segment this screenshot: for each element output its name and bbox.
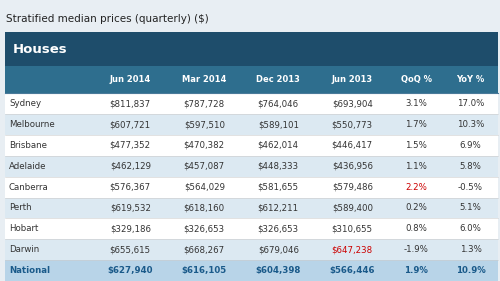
Text: $655,615: $655,615 xyxy=(110,245,151,254)
Text: Hobart: Hobart xyxy=(9,224,38,233)
Text: YoY %: YoY % xyxy=(456,75,484,84)
Text: Perth: Perth xyxy=(9,203,32,212)
Text: $436,956: $436,956 xyxy=(332,162,373,171)
Bar xyxy=(5,260,498,281)
Text: $607,721: $607,721 xyxy=(110,120,151,129)
Text: $326,653: $326,653 xyxy=(184,224,225,233)
Text: $462,129: $462,129 xyxy=(110,162,151,171)
Text: $597,510: $597,510 xyxy=(184,120,225,129)
Text: $564,029: $564,029 xyxy=(184,183,225,192)
Text: $616,105: $616,105 xyxy=(182,266,227,275)
Text: $693,904: $693,904 xyxy=(332,99,372,108)
Bar xyxy=(5,93,498,114)
Text: $477,352: $477,352 xyxy=(110,141,151,150)
Text: $627,940: $627,940 xyxy=(108,266,153,275)
Text: -0.5%: -0.5% xyxy=(458,183,483,192)
Text: $462,014: $462,014 xyxy=(258,141,299,150)
Text: 10.9%: 10.9% xyxy=(456,266,486,275)
Text: Darwin: Darwin xyxy=(9,245,39,254)
Bar xyxy=(5,66,498,93)
Text: $310,655: $310,655 xyxy=(332,224,373,233)
Bar xyxy=(5,32,498,66)
Text: 1.1%: 1.1% xyxy=(406,162,427,171)
Text: Stratified median prices (quarterly) ($): Stratified median prices (quarterly) ($) xyxy=(6,14,209,24)
Text: 0.2%: 0.2% xyxy=(406,203,427,212)
Text: 0.8%: 0.8% xyxy=(406,224,427,233)
Text: 1.7%: 1.7% xyxy=(406,120,427,129)
Text: 17.0%: 17.0% xyxy=(457,99,484,108)
Text: Mar 2014: Mar 2014 xyxy=(182,75,226,84)
Text: 6.0%: 6.0% xyxy=(460,224,481,233)
Text: 5.8%: 5.8% xyxy=(460,162,481,171)
Text: Jun 2013: Jun 2013 xyxy=(332,75,373,84)
Text: $787,728: $787,728 xyxy=(184,99,225,108)
Text: $457,087: $457,087 xyxy=(184,162,225,171)
Text: Jun 2014: Jun 2014 xyxy=(110,75,151,84)
Text: 1.5%: 1.5% xyxy=(406,141,427,150)
Bar xyxy=(5,177,498,198)
Text: 6.9%: 6.9% xyxy=(460,141,481,150)
Text: Melbourne: Melbourne xyxy=(9,120,54,129)
Bar xyxy=(5,198,498,218)
Text: $811,837: $811,837 xyxy=(110,99,151,108)
Text: $589,101: $589,101 xyxy=(258,120,299,129)
Text: $619,532: $619,532 xyxy=(110,203,151,212)
Bar xyxy=(5,135,498,156)
Text: $764,046: $764,046 xyxy=(258,99,299,108)
Bar xyxy=(5,239,498,260)
Bar xyxy=(5,114,498,135)
Text: 2.2%: 2.2% xyxy=(406,183,427,192)
Text: 1.9%: 1.9% xyxy=(404,266,428,275)
Text: $446,417: $446,417 xyxy=(332,141,373,150)
Bar xyxy=(5,156,498,177)
Text: 5.1%: 5.1% xyxy=(460,203,481,212)
Text: 3.1%: 3.1% xyxy=(406,99,427,108)
Text: 10.3%: 10.3% xyxy=(457,120,484,129)
Text: $566,446: $566,446 xyxy=(330,266,375,275)
Text: $470,382: $470,382 xyxy=(184,141,225,150)
Text: $647,238: $647,238 xyxy=(332,245,373,254)
Text: -1.9%: -1.9% xyxy=(404,245,429,254)
Text: $329,186: $329,186 xyxy=(110,224,151,233)
Text: Brisbane: Brisbane xyxy=(9,141,47,150)
Text: $576,367: $576,367 xyxy=(110,183,151,192)
Text: Adelaide: Adelaide xyxy=(9,162,46,171)
Text: $581,655: $581,655 xyxy=(258,183,299,192)
Text: $589,400: $589,400 xyxy=(332,203,373,212)
Text: $618,160: $618,160 xyxy=(184,203,225,212)
Text: National: National xyxy=(9,266,50,275)
Text: $604,398: $604,398 xyxy=(256,266,301,275)
Text: $579,486: $579,486 xyxy=(332,183,373,192)
Text: 1.3%: 1.3% xyxy=(460,245,481,254)
Text: $668,267: $668,267 xyxy=(184,245,225,254)
Text: Dec 2013: Dec 2013 xyxy=(256,75,300,84)
Text: $326,653: $326,653 xyxy=(258,224,299,233)
Text: Houses: Houses xyxy=(12,43,67,56)
Text: $448,333: $448,333 xyxy=(258,162,299,171)
Text: Sydney: Sydney xyxy=(9,99,41,108)
Text: $612,211: $612,211 xyxy=(258,203,299,212)
Text: Canberra: Canberra xyxy=(9,183,48,192)
Bar xyxy=(5,218,498,239)
Text: QoQ %: QoQ % xyxy=(401,75,432,84)
Text: $550,773: $550,773 xyxy=(332,120,373,129)
Text: $679,046: $679,046 xyxy=(258,245,299,254)
